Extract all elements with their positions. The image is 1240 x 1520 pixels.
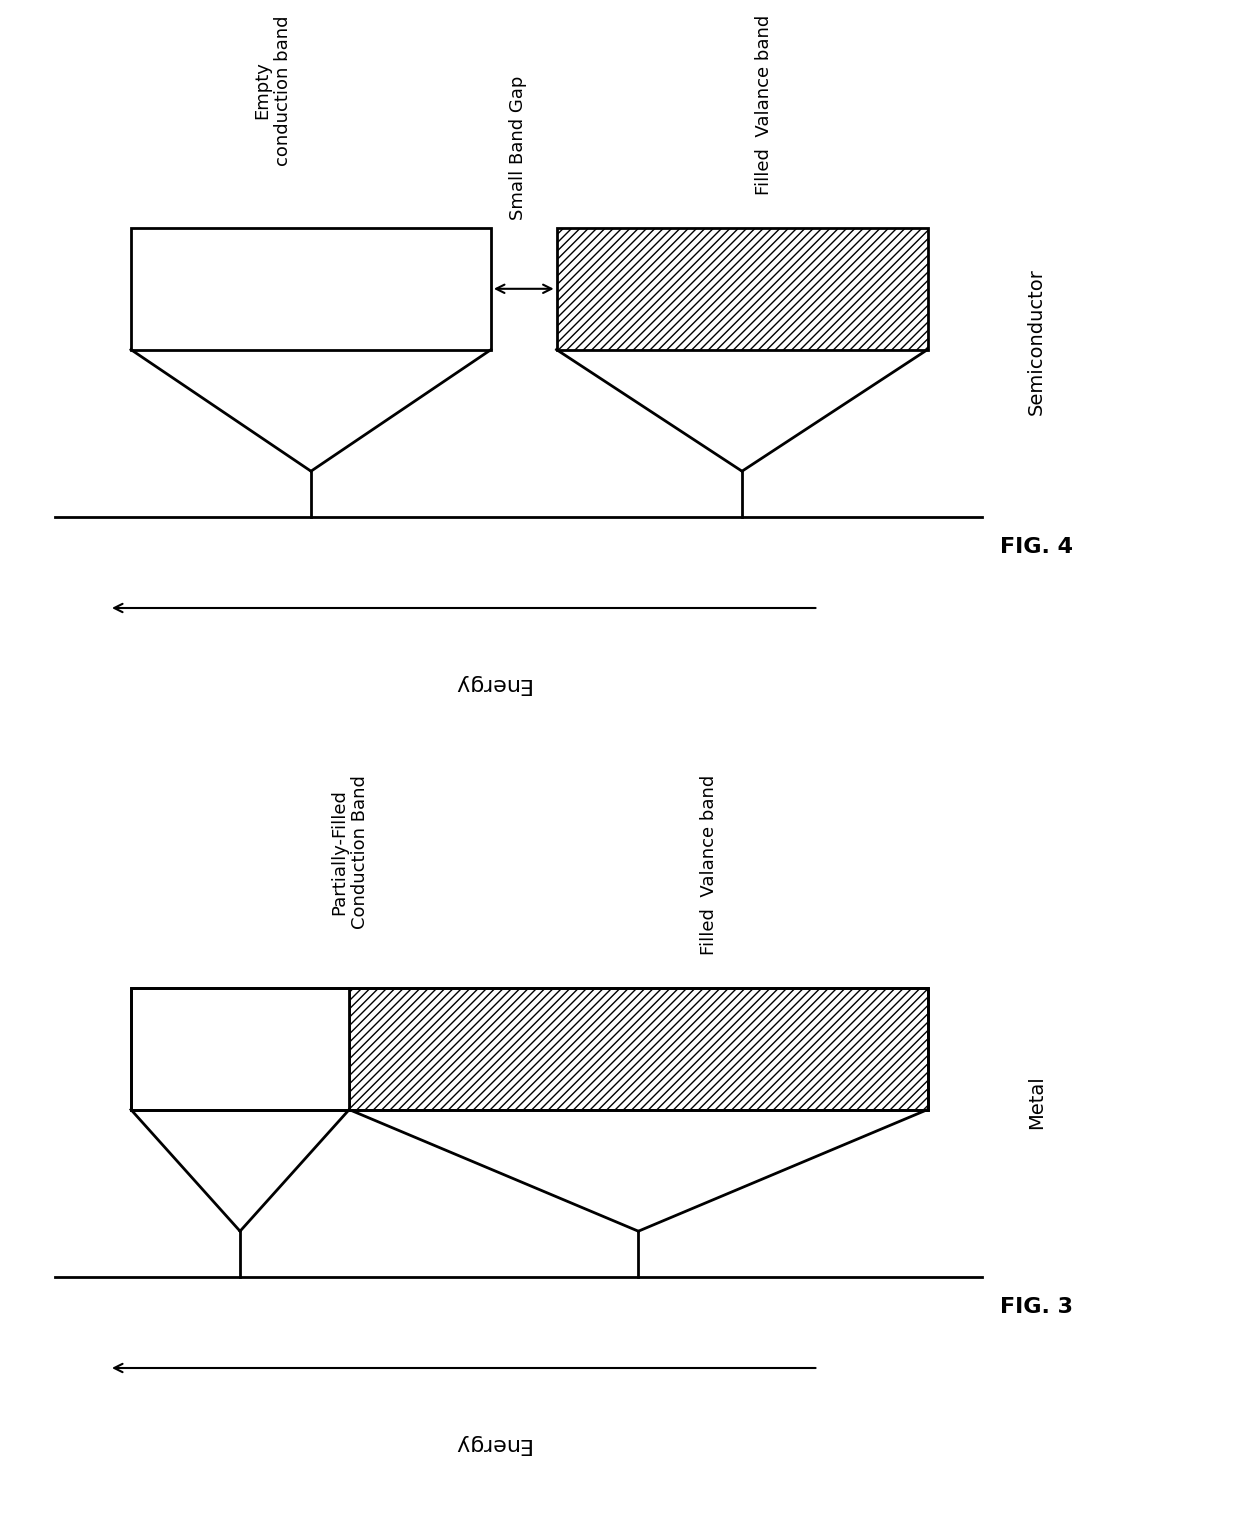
Text: Empty
conduction band: Empty conduction band [253, 15, 293, 166]
Text: Semiconductor: Semiconductor [1027, 269, 1047, 415]
Polygon shape [350, 988, 928, 1110]
Text: Small Band Gap: Small Band Gap [510, 76, 527, 220]
Polygon shape [557, 228, 928, 350]
Polygon shape [131, 228, 491, 350]
Text: Metal: Metal [1027, 1075, 1047, 1129]
Polygon shape [131, 988, 350, 1110]
Text: FIG. 4: FIG. 4 [1001, 537, 1073, 558]
Text: Filled  Valance band: Filled Valance band [701, 775, 718, 956]
Text: Energy: Energy [453, 1433, 529, 1455]
Text: FIG. 3: FIG. 3 [1001, 1297, 1073, 1318]
Text: Partially-Filled
Conduction Band: Partially-Filled Conduction Band [330, 775, 368, 929]
Text: Filled  Valance band: Filled Valance band [755, 15, 773, 196]
Text: Energy: Energy [453, 673, 529, 695]
